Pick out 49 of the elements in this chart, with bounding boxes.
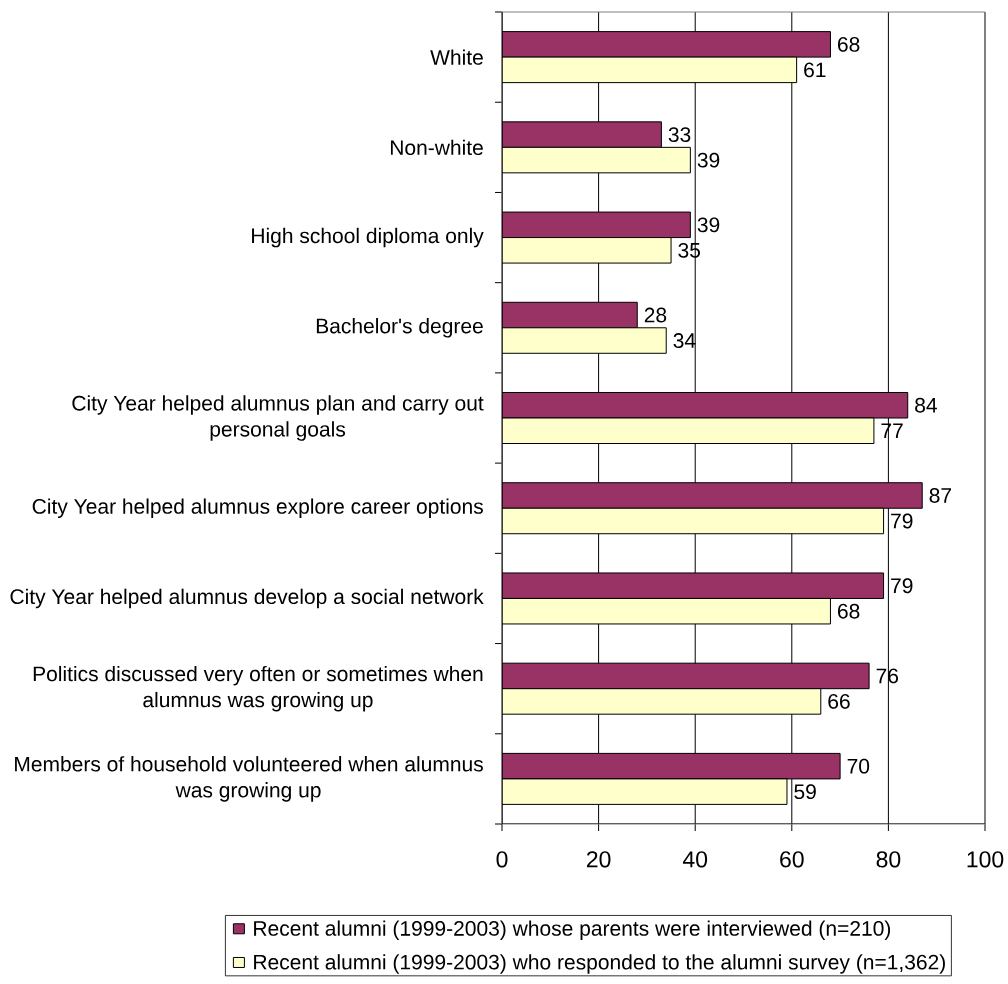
legend-label: Recent alumni (1999-2003) whose parents were interviewed (n=210)	[254, 920, 891, 941]
y-tick-label: City Year helped alumnus plan and carry out personal goals	[72, 395, 484, 441]
data-label: 87	[929, 488, 952, 503]
bar	[502, 752, 841, 780]
bar	[502, 572, 885, 599]
bar	[502, 211, 691, 239]
x-tick-label: 40	[682, 851, 708, 868]
bar	[502, 121, 662, 148]
data-label: 66	[828, 694, 850, 709]
y-tick-label: White	[430, 49, 483, 65]
data-label: 84	[915, 397, 937, 413]
y-tick-label: City Year helped alumnus develop a social network	[10, 588, 484, 609]
x-tick-label: 60	[780, 851, 804, 868]
data-label: 39	[697, 152, 720, 168]
data-label: 61	[804, 62, 826, 78]
bar	[502, 688, 822, 715]
data-label: 59	[794, 784, 816, 800]
data-label: 28	[644, 307, 667, 323]
bar	[502, 507, 885, 535]
bar	[502, 662, 870, 690]
bar	[502, 482, 923, 509]
data-label: 33	[668, 127, 691, 143]
bar	[502, 778, 788, 805]
y-tick-label: Members of household volunteered when alumnus was growing up	[15, 756, 483, 802]
bar	[502, 597, 831, 625]
bar	[502, 237, 672, 264]
data-label: 68	[838, 603, 860, 619]
data-label: 68	[838, 36, 860, 52]
y-tick-label: Non-white	[390, 139, 483, 156]
x-tick-label: 0	[496, 851, 508, 868]
bar	[502, 327, 667, 354]
x-tick-label: 80	[876, 851, 901, 868]
bar	[502, 31, 831, 58]
bar	[502, 146, 691, 174]
x-tick-label: 20	[586, 851, 611, 868]
bar	[502, 56, 798, 84]
y-tick-label: City Year helped alumnus explore career options	[32, 498, 483, 519]
data-label: 39	[697, 217, 720, 233]
y-tick-label: Politics discussed very often or sometimes when alumnus was growing up	[33, 665, 483, 712]
bar	[502, 301, 638, 329]
x-tick-label: 100	[967, 851, 1004, 868]
data-label: 79	[891, 578, 913, 594]
data-label: 79	[891, 513, 913, 529]
bar	[502, 392, 909, 419]
y-tick-label: Bachelor's degree	[316, 318, 483, 338]
bar	[502, 417, 875, 445]
legend-label: Recent alumni (1999-2003) who responded to the alumni survey (n=1,362)	[254, 954, 945, 974]
data-label: 70	[847, 758, 870, 774]
y-tick-label: High school diploma only	[252, 227, 484, 248]
